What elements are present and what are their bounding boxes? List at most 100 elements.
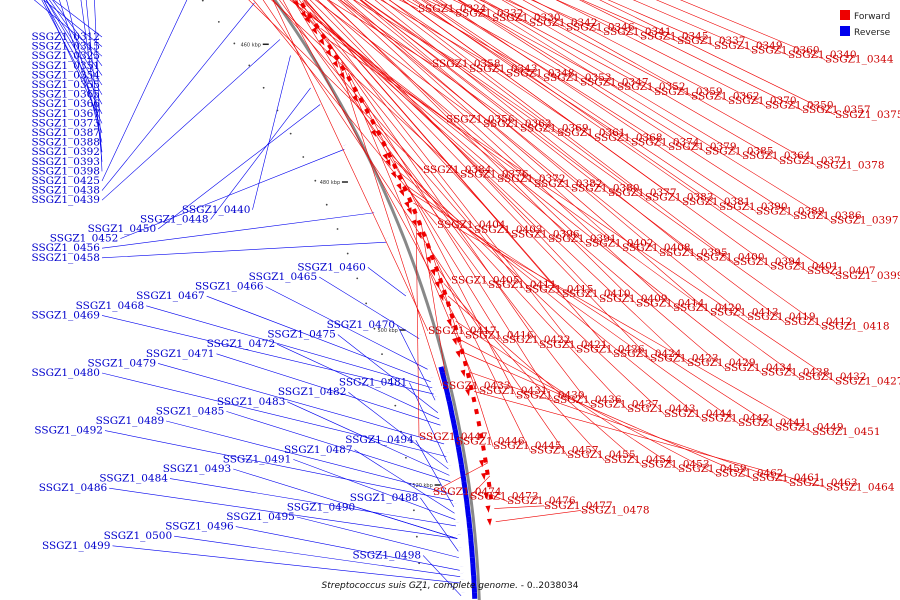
track-dot: [381, 353, 383, 356]
forward-leader-line: [412, 0, 632, 143]
forward-gene-label: SSGZ1_0350: [765, 100, 834, 112]
forward-gene-block: [339, 64, 346, 72]
track-dot: [415, 535, 418, 538]
forward-gene-block: [320, 33, 327, 40]
forward-leader-line: [272, 0, 429, 332]
caption-range: - 0..2038034: [518, 581, 579, 591]
track-dot: [314, 179, 317, 182]
forward-gene-arrow: [370, 129, 377, 137]
forward-gene-arrow: [406, 207, 412, 215]
forward-gene-label: SSGZ1_0401: [770, 261, 839, 273]
forward-gene-arrow: [390, 171, 397, 179]
forward-gene-block: [306, 12, 314, 19]
forward-gene-arrow: [411, 219, 417, 227]
reverse-leader-line: [277, 343, 440, 420]
forward-gene-label: SSGZ1_0431: [479, 385, 548, 397]
forward-gene-label: SSGZ1_0420: [673, 302, 742, 314]
forward-gene-label: SSGZ1_0463: [789, 477, 858, 489]
forward-gene-block: [456, 336, 462, 343]
forward-gene-arrow: [416, 231, 422, 240]
reverse-gene-block: [444, 388, 451, 396]
forward-gene-arrow: [404, 201, 410, 209]
forward-labels: SSGZ1_0324SSGZ1_0332SSGZ1_0330SSGZ1_0342…: [418, 3, 900, 516]
forward-gene-label: SSGZ1_0414: [636, 297, 705, 309]
forward-gene-block: [391, 163, 398, 170]
forward-leader-line: [443, 283, 605, 461]
track-dot: [419, 588, 422, 591]
reverse-gene-block: [458, 464, 465, 471]
reverse-leader-line: [45, 0, 103, 95]
forward-gene-block: [402, 185, 408, 192]
forward-gene-label: SSGZ1_0424: [613, 348, 682, 360]
forward-gene-block: [485, 469, 490, 476]
forward-leader-line: [301, 0, 688, 364]
forward-leader-line: [374, 0, 697, 258]
forward-leader-line: [492, 495, 508, 502]
forward-leader-line: [293, 0, 526, 290]
reverse-gene-block: [461, 481, 468, 489]
forward-leader-line: [414, 0, 808, 272]
forward-gene-block: [445, 301, 452, 308]
reverse-gene-block: [467, 533, 474, 541]
forward-gene-block: [416, 219, 423, 226]
forward-leader-line: [382, 0, 646, 198]
forward-leader-line: [341, 61, 480, 391]
reverse-leader-line: [94, 0, 103, 172]
forward-gene-block: [474, 408, 479, 415]
forward-leader-line: [464, 352, 753, 479]
forward-leader-line: [346, 0, 711, 313]
forward-gene-label: SSGZ1_0427: [835, 376, 900, 388]
reverse-leader-line: [146, 305, 433, 389]
reverse-gene-label: SSGZ1_0494: [345, 434, 414, 446]
forward-gene-label: SSGZ1_0342: [529, 17, 598, 29]
reverse-gene-label: SSGZ1_0392: [31, 146, 100, 158]
forward-gene-label: SSGZ1_0461: [752, 472, 821, 484]
reverse-gene-label: SSGZ1_0481: [339, 377, 408, 389]
reverse-leader-line: [252, 55, 291, 210]
reverse-gene-arrow: [432, 389, 438, 391]
forward-gene-arrow: [325, 49, 332, 57]
forward-leader-line: [316, 0, 535, 185]
forward-gene-label: SSGZ1_0402: [585, 238, 654, 250]
reverse-gene-block: [472, 592, 478, 599]
reverse-leader-line: [367, 267, 407, 297]
forward-gene-block: [438, 277, 444, 284]
forward-gene-block: [476, 420, 482, 427]
forward-gene-label: SSGZ1_0433: [442, 380, 511, 392]
forward-gene-label: SSGZ1_0397: [830, 215, 899, 227]
forward-gene-label: SSGZ1_0464: [826, 481, 895, 493]
reverse-gene-block: [446, 400, 453, 408]
reverse-gene-block: [471, 575, 477, 582]
forward-leader-line: [469, 475, 491, 497]
forward-leader-line: [399, 172, 702, 419]
forward-gene-label: SSGZ1_0378: [816, 159, 885, 171]
forward-leader-line: [532, 0, 729, 102]
forward-gene-block: [299, 2, 307, 9]
track-dot: [394, 404, 397, 407]
forward-gene-block: [352, 86, 359, 93]
forward-leader-line: [334, 50, 443, 387]
reverse-gene-block: [470, 569, 477, 576]
reverse-gene-block: [460, 475, 467, 483]
reverse-gene-block: [462, 487, 469, 494]
reverse-gene-arrow: [429, 377, 435, 379]
forward-gene-block: [478, 433, 484, 439]
forward-gene-label: SSGZ1_0340: [788, 49, 857, 61]
forward-leader-line: [495, 510, 582, 522]
reverse-gene-block: [470, 563, 476, 570]
reverse-leader-line: [169, 478, 457, 527]
forward-gene-label: SSGZ1_0446: [456, 435, 525, 447]
reverse-leader-line: [354, 449, 455, 514]
forward-gene-label: SSGZ1_0362: [691, 90, 760, 102]
forward-gene-label: SSGZ1_0347: [580, 77, 649, 89]
legend-reverse-swatch: [840, 26, 850, 36]
forward-leader-line: [282, 0, 466, 336]
forward-leader-line: [305, 0, 614, 355]
forward-gene-label: SSGZ1_0426: [576, 343, 645, 355]
forward-gene-label: SSGZ1_0381: [682, 196, 751, 208]
track-dot: [405, 456, 407, 459]
reverse-gene-label: SSGZ1_0355: [31, 79, 100, 91]
forward-gene-label: SSGZ1_0356: [446, 113, 515, 125]
legend-forward-label: Forward: [854, 12, 890, 22]
track-dot: [356, 277, 359, 280]
